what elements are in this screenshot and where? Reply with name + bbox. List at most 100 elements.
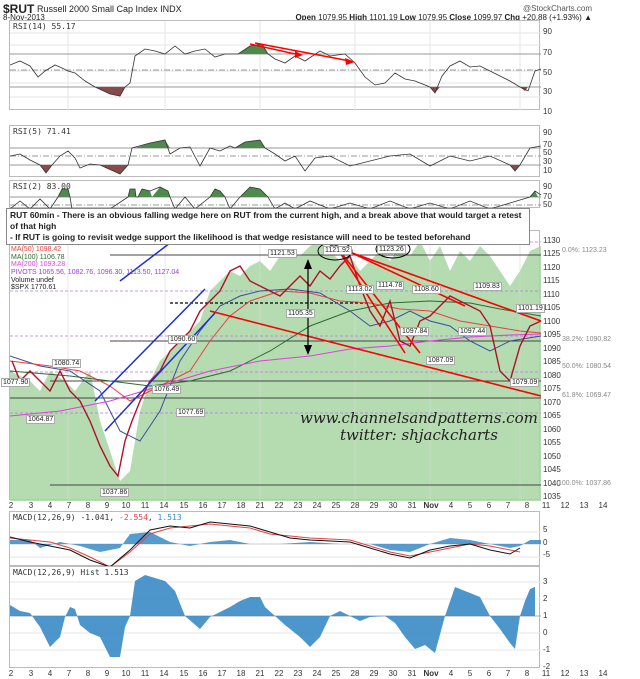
x-tick: 13 <box>579 669 589 678</box>
close-label: Close <box>449 13 472 22</box>
hist-tick: -1 <box>543 645 551 654</box>
price-label: 1080.74 <box>52 359 82 368</box>
x-tick: 28 <box>350 669 360 678</box>
symbol: $RUT <box>3 2 35 16</box>
x-tick: 8 <box>524 501 530 510</box>
macd-tick: -5 <box>543 550 551 559</box>
x-tick: 14 <box>159 669 169 678</box>
price-tick: 1130 <box>543 236 561 245</box>
hist-tick: -2 <box>543 662 551 671</box>
x-tick: 14 <box>159 501 169 510</box>
x-tick: 4 <box>448 669 454 678</box>
x-tick: 2 <box>8 501 14 510</box>
price-tick: 1040 <box>543 479 561 488</box>
price-tick: 1110 <box>543 290 560 299</box>
x-tick: 13 <box>579 501 589 510</box>
x-tick: 8 <box>85 501 91 510</box>
x-tick: 7 <box>505 501 511 510</box>
price-tick: 1080 <box>543 371 561 380</box>
x-tick: 15 <box>179 669 189 678</box>
price-tick: 1045 <box>543 465 561 474</box>
watermark-url: www.channelsandpatterns.com <box>300 409 538 427</box>
rsi5-tick: 90 <box>543 128 552 137</box>
price-label: 1101.19 <box>516 304 545 313</box>
hist-chart <box>10 575 541 657</box>
rsi5-tick: 70 <box>543 140 552 149</box>
x-tick: 24 <box>312 669 322 678</box>
x-tick: 7 <box>505 669 511 678</box>
exchange: INDX <box>160 4 182 14</box>
fib-label: 61.8%: 1069.47 <box>562 392 612 399</box>
price-label: 1076.49 <box>152 385 182 394</box>
x-tick: 16 <box>198 501 208 510</box>
price-tick: 1070 <box>543 398 561 407</box>
price-label: 1114.78 <box>376 281 405 290</box>
x-tick: 10 <box>121 669 131 678</box>
price-label: 1109.83 <box>473 282 502 291</box>
price-tick: 1050 <box>543 452 561 461</box>
index-name: Russell 2000 Small Cap Index INDX <box>37 4 182 14</box>
x-tick: 4 <box>47 669 53 678</box>
price-label: 1097.44 <box>458 327 488 336</box>
macd-label: MACD(12,26,9) -1.041, -2.554, 1.513 <box>13 513 182 522</box>
macd-tick: 0 <box>543 538 548 547</box>
macd-signal: -2.554 <box>119 513 148 522</box>
x-tick: 6 <box>486 669 492 678</box>
x-tick: 15 <box>179 501 189 510</box>
x-tick: 5 <box>467 669 473 678</box>
x-tick: Nov <box>423 669 439 678</box>
x-tick: 17 <box>217 669 227 678</box>
x-tick: 7 <box>66 501 72 510</box>
fib-label: 100.0%: 1037.86 <box>558 480 611 487</box>
annotation-line2: - If RUT is going to revisit wedge suppo… <box>10 232 471 242</box>
price-tick: 1100 <box>543 317 561 326</box>
x-tick: 4 <box>47 501 53 510</box>
price-label: 1037.86 <box>100 488 130 497</box>
rsi14-panel: RSI(14) 55.17 <box>9 20 541 111</box>
price-label: 1079.09 <box>510 378 540 387</box>
chg-value: +20.88 (+1.93%) ▲ <box>522 13 592 22</box>
legend-pivots: PIVOTS 1065.56, 1082.76, 1096.30, 1113.5… <box>11 268 180 276</box>
x-tick: 9 <box>104 669 110 678</box>
price-label: 1121.53 <box>268 249 297 258</box>
rsi2-label: RSI(2) 83.00 <box>13 182 71 191</box>
price-tick: 1095 <box>543 330 561 339</box>
x-tick: 12 <box>560 501 570 510</box>
rsi2-tick: 50 <box>543 200 552 209</box>
hist-label: MACD(12,26,9) Hist 1.513 <box>13 568 129 577</box>
price-tick: 1085 <box>543 357 561 366</box>
x-axis-bottom: 2 3 4 7 8 9 10 11 14 15 16 17 18 21 22 2… <box>0 669 608 679</box>
x-tick: 16 <box>198 669 208 678</box>
rsi2-tick: 90 <box>543 182 552 191</box>
x-tick: 23 <box>293 669 303 678</box>
rsi14-tick: 30 <box>543 87 552 96</box>
x-tick: Nov <box>423 501 439 510</box>
x-tick: 12 <box>560 669 570 678</box>
annotation-box: RUT 60min - There is an obvious falling … <box>6 208 530 245</box>
open-value: 1079.95 <box>318 13 348 22</box>
x-axis-top: 2 3 4 7 8 9 10 11 14 15 16 17 18 21 22 2… <box>0 501 608 511</box>
macd-chart <box>10 521 541 567</box>
hist-tick: 0 <box>543 628 548 637</box>
x-tick: 14 <box>598 501 608 510</box>
fib-label: 38.2%: 1090.82 <box>562 336 612 343</box>
x-tick: 21 <box>255 501 265 510</box>
x-tick: 2 <box>8 669 14 678</box>
x-tick: 7 <box>66 669 72 678</box>
price-label: 1108.60 <box>412 285 441 294</box>
x-tick: 18 <box>236 669 246 678</box>
x-tick: 8 <box>85 669 91 678</box>
x-tick: 6 <box>486 501 492 510</box>
copyright: @StockCharts.com <box>522 4 592 13</box>
annotation-line1: RUT 60min - There is an obvious falling … <box>10 210 522 231</box>
price-tick: 1105 <box>543 303 561 312</box>
price-label: 1121.92 <box>323 246 352 255</box>
macd-value: -1.041 <box>80 513 110 522</box>
x-tick: 30 <box>388 501 398 510</box>
x-tick: 9 <box>104 501 110 510</box>
hist-tick: 3 <box>543 577 548 586</box>
x-tick: 3 <box>28 501 34 510</box>
price-label: 1090.60 <box>168 335 198 344</box>
x-tick: 30 <box>388 669 398 678</box>
price-tick: 1115 <box>543 276 560 285</box>
